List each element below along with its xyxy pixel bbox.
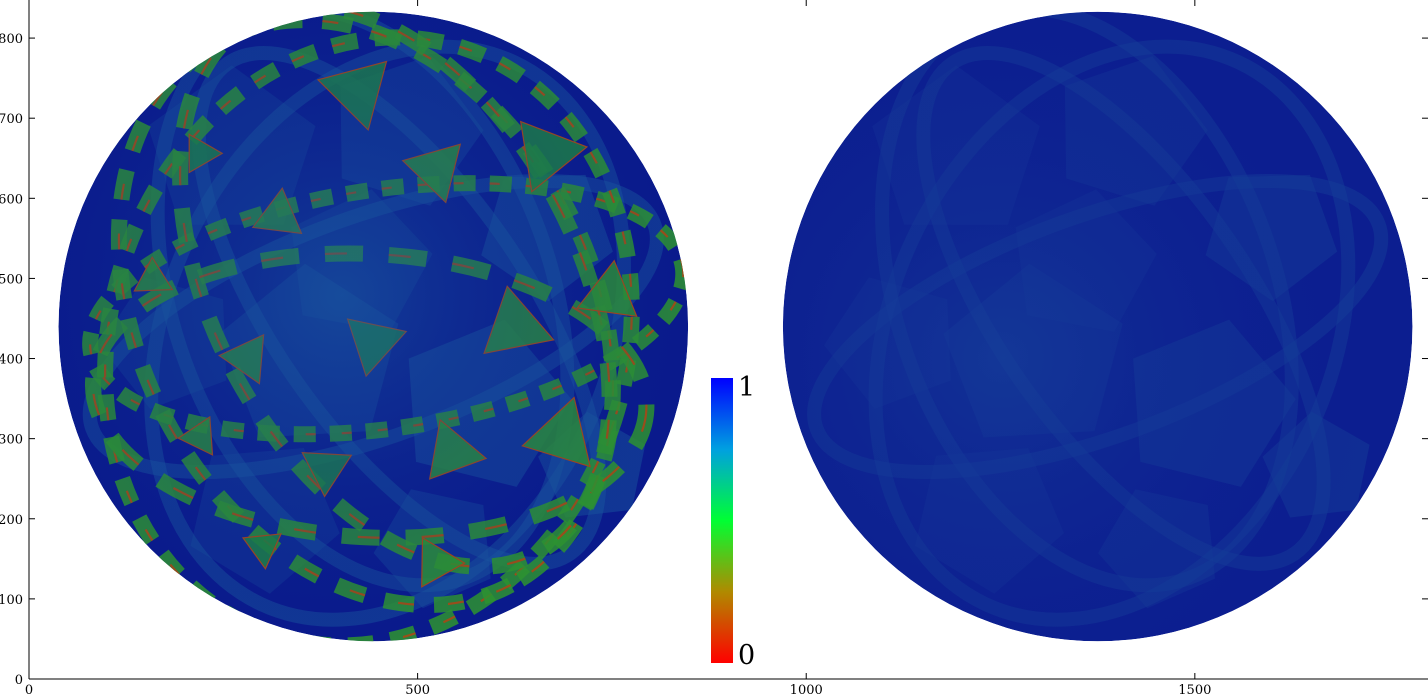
y-tick-label: 500 bbox=[0, 272, 23, 287]
y-tick-label: 800 bbox=[0, 32, 23, 47]
x-tick-label: 1500 bbox=[1178, 683, 1211, 697]
colorbar-min-label: 0 bbox=[738, 640, 755, 671]
y-tick-label: 400 bbox=[0, 353, 23, 368]
sphere-1 bbox=[58, 11, 689, 642]
x-tick-label: 500 bbox=[405, 683, 430, 697]
y-tick-label: 200 bbox=[0, 513, 23, 528]
y-tick-label: 100 bbox=[0, 593, 23, 608]
sphere-1-shading bbox=[58, 11, 689, 642]
sphere-2 bbox=[782, 11, 1413, 642]
y-tick-label: 700 bbox=[0, 112, 23, 127]
y-tick-label: 300 bbox=[0, 433, 23, 448]
colorbar-max-label: 1 bbox=[738, 372, 755, 403]
sphere-2-shading bbox=[782, 11, 1413, 642]
x-tick-label: 0 bbox=[25, 683, 33, 697]
colorbar bbox=[711, 378, 733, 663]
y-tick-label: 0 bbox=[15, 673, 23, 688]
y-tick-label: 600 bbox=[0, 192, 23, 207]
x-tick-label: 1000 bbox=[790, 683, 823, 697]
